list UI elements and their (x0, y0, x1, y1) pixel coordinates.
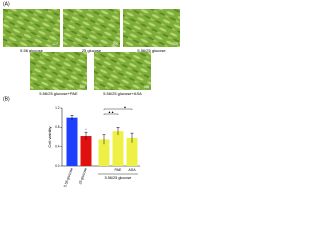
micrograph (123, 9, 180, 47)
group-label: 5.56/25 glucose (105, 176, 132, 180)
annotation: ▲▲ (108, 110, 114, 114)
image-caption: 5.56/25 glucose+ASA (103, 91, 142, 96)
bar (98, 139, 110, 166)
micrograph (3, 9, 60, 47)
image-caption: 25 glucose (82, 48, 102, 53)
bar (112, 131, 124, 166)
scale-label: 200 (80, 85, 86, 89)
y-tick-label: 0.4 (55, 145, 60, 149)
bar (80, 136, 92, 166)
scale-label: 200 (113, 42, 119, 46)
bar (66, 117, 78, 166)
y-tick-label: 0.0 (55, 164, 60, 168)
panel-label: (A) (3, 1, 10, 7)
annotation: ▲ (123, 105, 126, 109)
x-tick-label: 25 glucose (78, 167, 88, 185)
bar (126, 137, 138, 166)
significance-bracket (103, 113, 119, 115)
significance-bracket (103, 108, 133, 110)
y-tick-label: 1.2 (55, 106, 60, 110)
bar-chart: 0.0 0.4 0.8 1.2 Cell viability 5.56 glucose 25… (47, 105, 140, 188)
micrograph (94, 52, 151, 90)
x-tick-label: ASA (128, 168, 136, 172)
y-axis-label: Cell viability (47, 126, 52, 147)
x-tick-label: 5.56 glucose (63, 167, 74, 188)
panel-label: (B) (3, 96, 10, 102)
annotation: * (85, 128, 87, 132)
x-tick-label: PAE (115, 168, 123, 172)
scale-label: 200 (144, 85, 150, 89)
scale-label: 200 (53, 42, 59, 46)
scale-label: 200 (173, 42, 179, 46)
micrograph (63, 9, 120, 47)
image-caption: 5.56 glucose (20, 48, 43, 53)
image-caption: 5.56/25 glucose+PAE (39, 91, 78, 96)
image-caption: 5.56/25 glucose (137, 48, 166, 53)
y-tick-label: 0.8 (55, 125, 60, 129)
micrograph (30, 52, 87, 90)
